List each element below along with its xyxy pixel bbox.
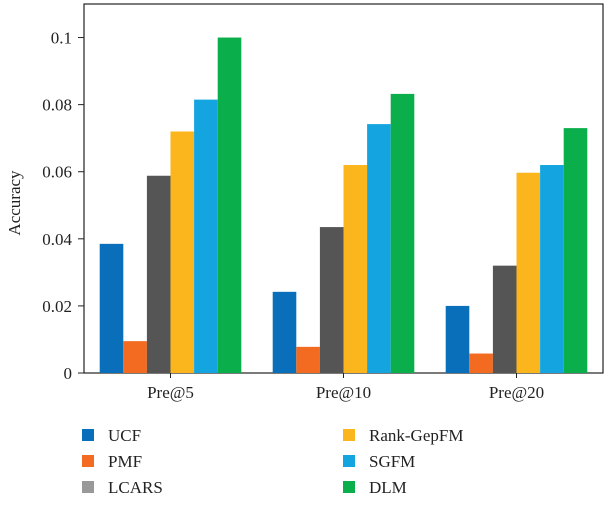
bar-pmf-pre-at-10 bbox=[296, 346, 320, 373]
x-tick-label: Pre@5 bbox=[147, 383, 194, 402]
bar-sgfm-pre-at-5 bbox=[194, 99, 218, 373]
y-tick-label: 0.08 bbox=[42, 96, 72, 115]
bar-rank-gepfm-pre-at-5 bbox=[170, 131, 195, 373]
y-axis-ticks: 0 0.02 0.04 0.06 0.08 0.1 bbox=[42, 29, 84, 383]
bar-pmf-pre-at-20 bbox=[469, 353, 493, 373]
legend-swatch bbox=[82, 455, 94, 467]
y-tick-label: 0.04 bbox=[42, 230, 72, 249]
x-tick-label: Pre@10 bbox=[316, 383, 371, 402]
legend-label: DLM bbox=[369, 478, 407, 497]
bar-lcars-pre-at-5 bbox=[146, 175, 171, 373]
legend-item-ucf: UCF bbox=[82, 426, 141, 445]
legend-item-pmf: PMF bbox=[82, 452, 142, 471]
x-tick-label: Pre@20 bbox=[489, 383, 544, 402]
bar-lcars-pre-at-10 bbox=[319, 227, 344, 373]
y-tick-label: 0 bbox=[64, 364, 73, 383]
y-tick-label: 0.02 bbox=[42, 297, 72, 316]
legend-item-sgfm: SGFM bbox=[343, 452, 415, 471]
legend-swatch bbox=[343, 429, 355, 441]
legend-label: LCARS bbox=[108, 478, 163, 497]
bar-dlm-pre-at-5 bbox=[217, 37, 242, 373]
legend-swatch bbox=[82, 481, 94, 493]
y-axis-title: Accuracy bbox=[5, 170, 24, 236]
legend-label: Rank-GepFM bbox=[369, 426, 463, 445]
legend: UCF PMF LCARS Rank-GepFM SGFM DLM bbox=[82, 426, 463, 497]
bar-rank-gepfm-pre-at-20 bbox=[516, 172, 541, 373]
legend-swatch bbox=[343, 481, 355, 493]
y-tick-label: 0.06 bbox=[42, 163, 72, 182]
legend-label: SGFM bbox=[369, 452, 415, 471]
legend-item-dlm: DLM bbox=[343, 478, 407, 497]
y-tick-label: 0.1 bbox=[51, 29, 72, 48]
bar-rank-gepfm-pre-at-10 bbox=[343, 165, 368, 373]
bar-dlm-pre-at-10 bbox=[390, 93, 415, 373]
x-axis-ticks: Pre@5 Pre@10 Pre@20 bbox=[147, 373, 544, 402]
legend-label: PMF bbox=[108, 452, 142, 471]
bar-dlm-pre-at-20 bbox=[563, 128, 588, 373]
bar-lcars-pre-at-20 bbox=[492, 265, 517, 373]
bar-ucf-pre-at-20 bbox=[445, 305, 470, 373]
legend-swatch bbox=[343, 455, 355, 467]
bars bbox=[99, 37, 588, 373]
legend-label: UCF bbox=[108, 426, 141, 445]
bar-ucf-pre-at-5 bbox=[99, 243, 124, 373]
bar-sgfm-pre-at-10 bbox=[367, 124, 391, 373]
bar-pmf-pre-at-5 bbox=[123, 341, 147, 373]
bar-sgfm-pre-at-20 bbox=[540, 165, 564, 373]
bar-ucf-pre-at-10 bbox=[272, 291, 297, 373]
legend-item-lcars: LCARS bbox=[82, 478, 163, 497]
legend-item-rank-gepfm: Rank-GepFM bbox=[343, 426, 463, 445]
legend-swatch bbox=[82, 429, 94, 441]
